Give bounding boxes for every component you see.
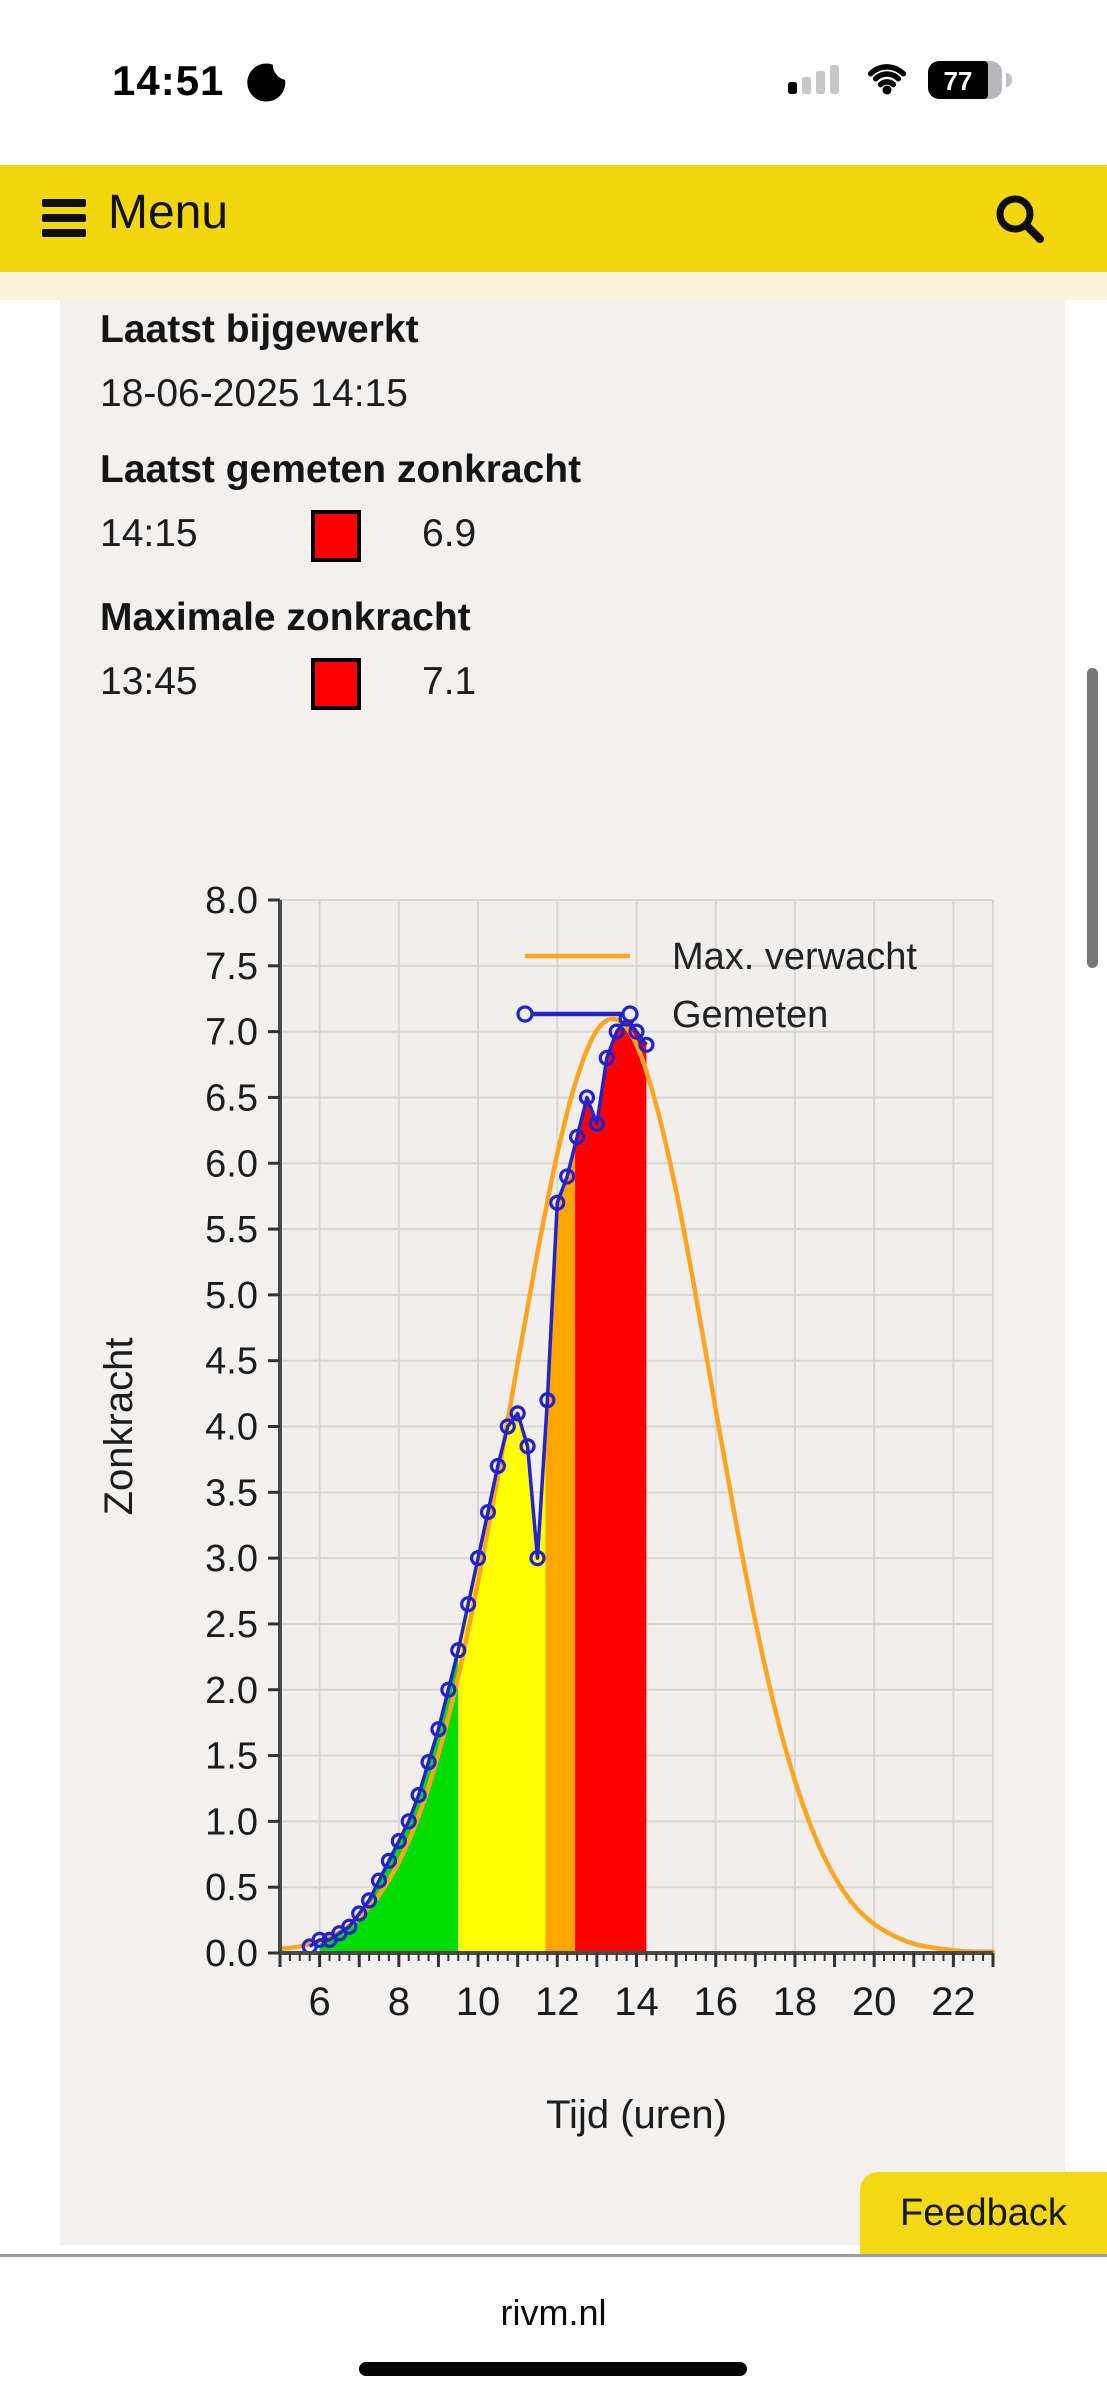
browser-toolbar-divider bbox=[0, 2254, 1107, 2257]
last-measured-time: 14:15 bbox=[100, 512, 198, 555]
svg-text:8: 8 bbox=[388, 1980, 410, 2024]
svg-text:3.0: 3.0 bbox=[205, 1538, 258, 1580]
home-indicator[interactable] bbox=[359, 2362, 747, 2376]
cellular-signal-icon bbox=[788, 64, 850, 94]
content-panel: Laatst bijgewerkt 18-06-2025 14:15 Laats… bbox=[60, 300, 1065, 2245]
svg-text:18: 18 bbox=[773, 1980, 818, 2024]
svg-text:2.5: 2.5 bbox=[205, 1604, 258, 1646]
svg-text:7.0: 7.0 bbox=[205, 1012, 258, 1054]
svg-text:1.5: 1.5 bbox=[205, 1736, 258, 1778]
svg-text:16: 16 bbox=[693, 1980, 738, 2024]
svg-text:6.5: 6.5 bbox=[205, 1077, 258, 1119]
svg-text:10: 10 bbox=[456, 1980, 501, 2024]
updated-heading: Laatst bijgewerkt bbox=[100, 308, 419, 351]
x-axis-label: Tijd (uren) bbox=[546, 2093, 727, 2137]
battery-icon: 77 bbox=[928, 61, 1012, 99]
svg-text:8.0: 8.0 bbox=[205, 880, 258, 922]
wifi-icon bbox=[867, 64, 907, 95]
status-clock: 14:51 bbox=[112, 57, 225, 104]
svg-text:7.5: 7.5 bbox=[205, 946, 258, 988]
last-measured-heading: Laatst gemeten zonkracht bbox=[100, 448, 582, 491]
svg-text:4.5: 4.5 bbox=[205, 1341, 258, 1383]
svg-text:0.0: 0.0 bbox=[205, 1933, 258, 1975]
max-value: 7.1 bbox=[422, 660, 477, 703]
svg-text:14: 14 bbox=[614, 1980, 659, 2024]
svg-text:5.5: 5.5 bbox=[205, 1209, 258, 1251]
feedback-button[interactable]: Feedback bbox=[860, 2172, 1107, 2254]
updated-value: 18-06-2025 14:15 bbox=[100, 372, 408, 415]
svg-text:Gemeten: Gemeten bbox=[672, 994, 828, 1036]
y-axis-label: Zonkracht bbox=[97, 1338, 141, 1516]
svg-text:2.0: 2.0 bbox=[205, 1670, 258, 1712]
search-icon[interactable] bbox=[990, 189, 1050, 249]
battery-percent: 77 bbox=[943, 66, 973, 96]
max-color-swatch bbox=[311, 658, 361, 710]
svg-text:Max. verwacht: Max. verwacht bbox=[672, 936, 917, 978]
max-heading: Maximale zonkracht bbox=[100, 596, 471, 639]
scrollbar-thumb[interactable] bbox=[1087, 668, 1098, 968]
last-measured-value: 6.9 bbox=[422, 512, 477, 555]
svg-text:12: 12 bbox=[535, 1980, 580, 2024]
menu-bar-accent-strip bbox=[0, 272, 1107, 300]
browser-url-label[interactable]: rivm.nl bbox=[500, 2292, 607, 2333]
menu-label[interactable]: Menu bbox=[108, 186, 229, 239]
svg-text:6: 6 bbox=[308, 1980, 330, 2024]
svg-text:20: 20 bbox=[852, 1980, 897, 2024]
svg-text:22: 22 bbox=[931, 1980, 976, 2024]
zonkracht-chart: 0.0 0.5 1.0 1.5 2.0 2.5 3.0 3.5 4.0 4.5 5.0 5.5 6.0 6… bbox=[97, 880, 996, 2137]
menu-bar: Menu bbox=[0, 165, 1107, 272]
last-measured-color-swatch bbox=[311, 510, 361, 562]
svg-text:6.0: 6.0 bbox=[205, 1143, 258, 1185]
moon-icon bbox=[247, 63, 286, 102]
feedback-label: Feedback bbox=[900, 2191, 1067, 2234]
max-time: 13:45 bbox=[100, 660, 198, 703]
svg-text:1.0: 1.0 bbox=[205, 1801, 258, 1843]
svg-text:4.0: 4.0 bbox=[205, 1407, 258, 1449]
hamburger-menu-button[interactable] bbox=[42, 195, 86, 241]
svg-text:3.5: 3.5 bbox=[205, 1472, 258, 1514]
svg-text:0.5: 0.5 bbox=[205, 1867, 258, 1909]
svg-text:5.0: 5.0 bbox=[205, 1275, 258, 1317]
status-bar: 14:51 77 bbox=[0, 0, 1107, 165]
